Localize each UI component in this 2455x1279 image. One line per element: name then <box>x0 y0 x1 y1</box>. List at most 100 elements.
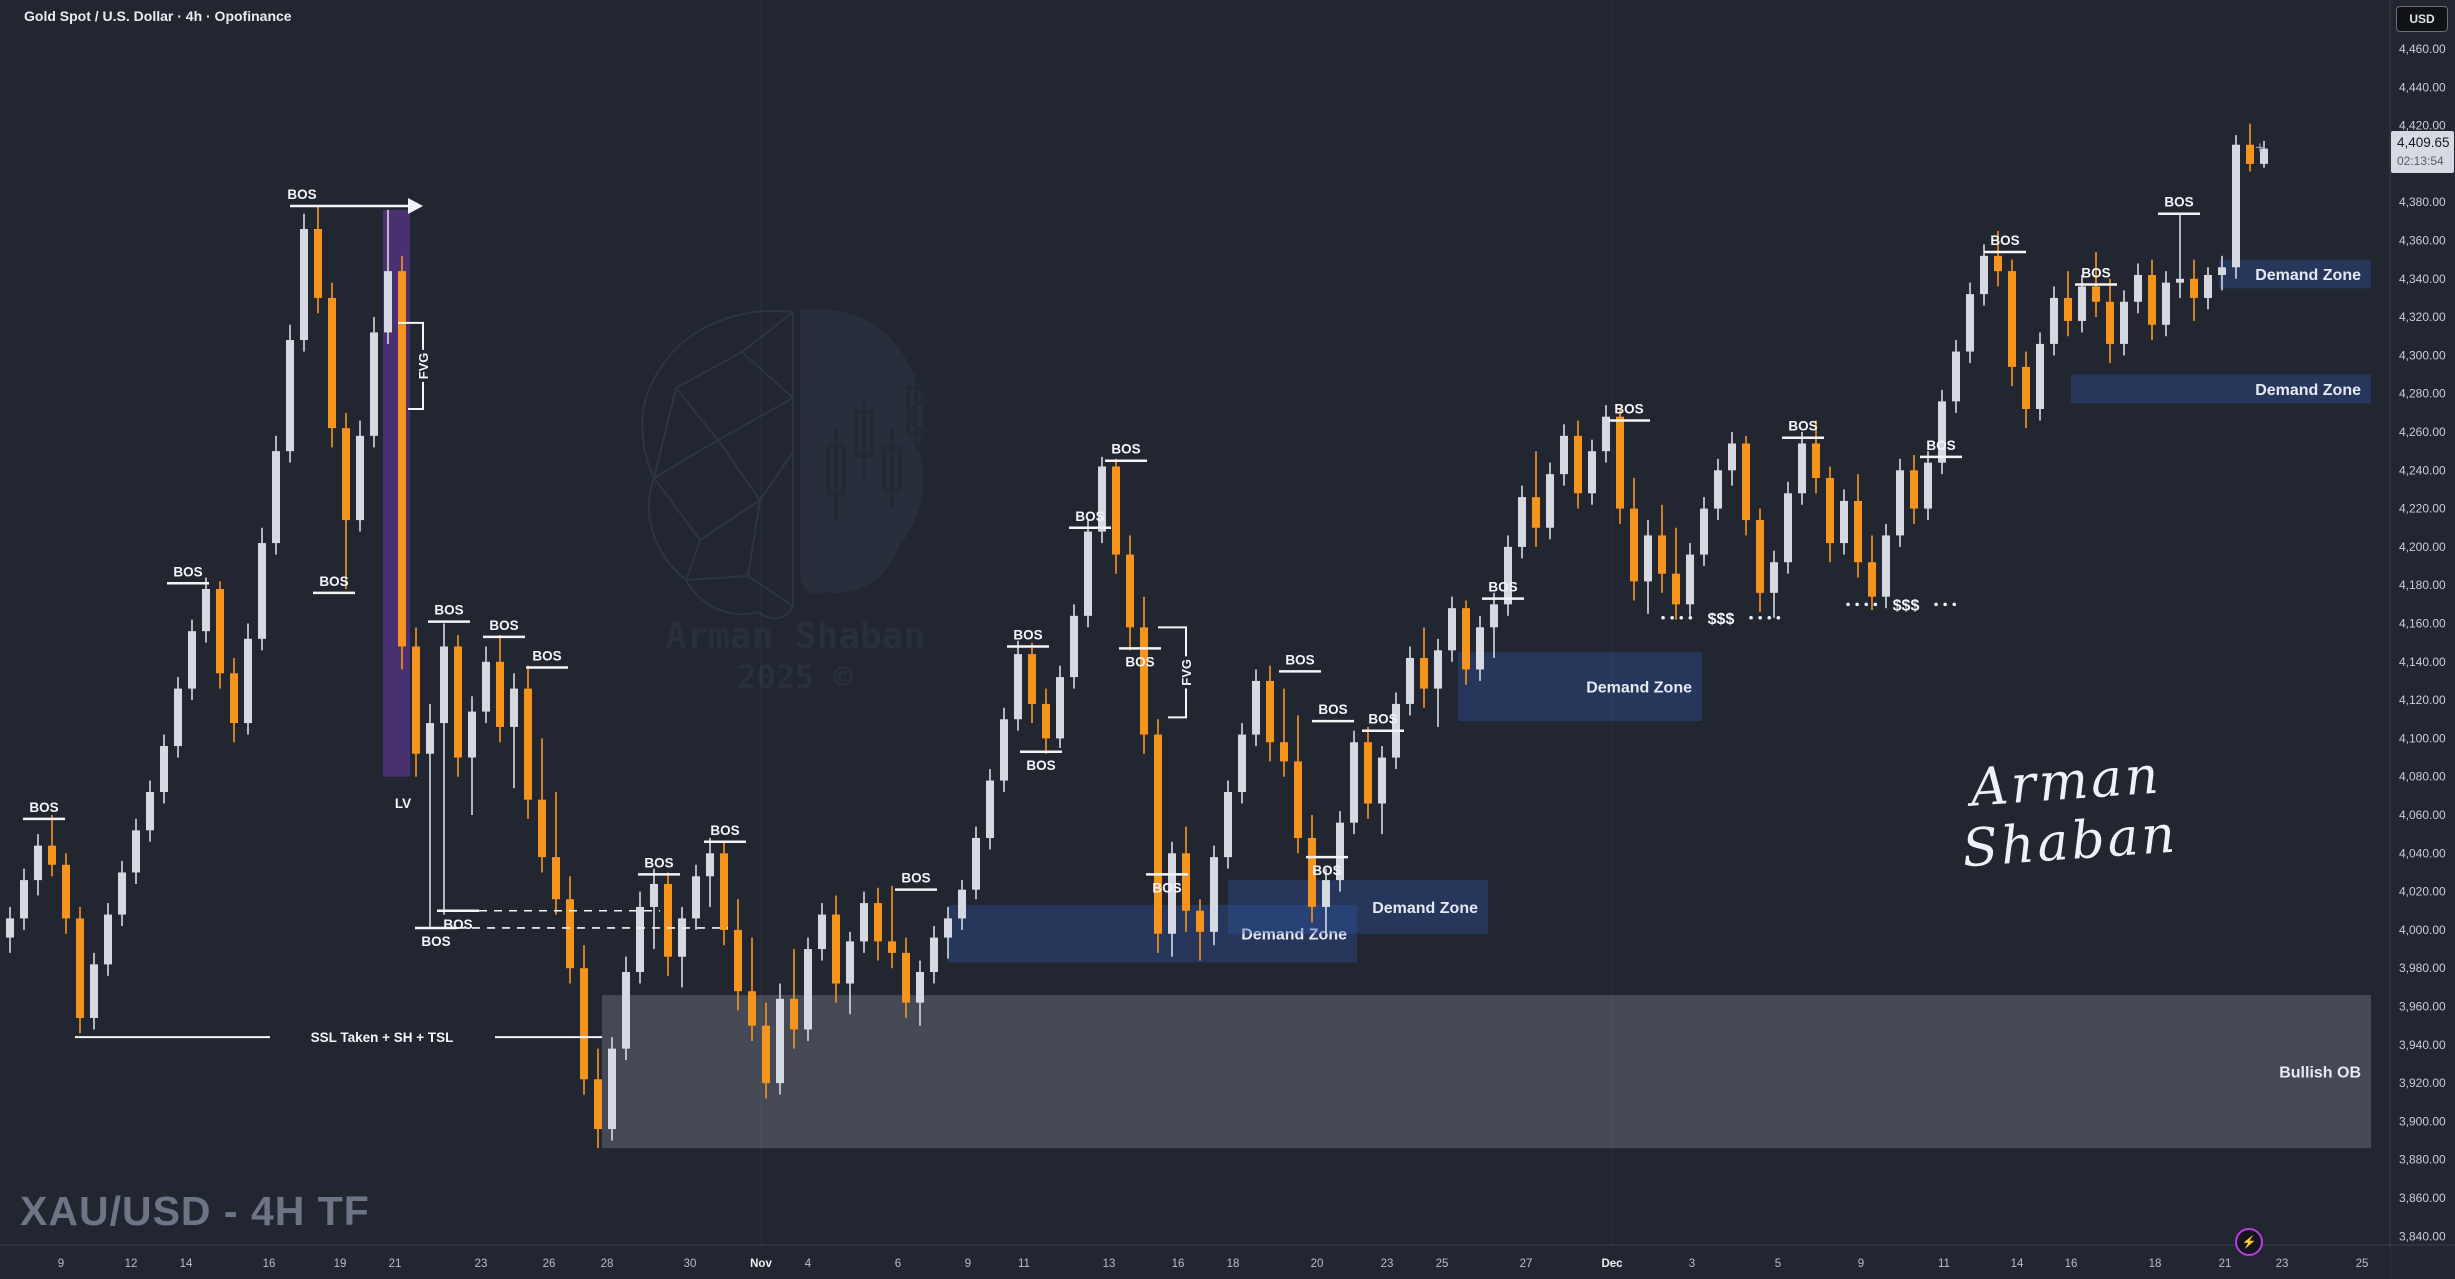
candle-body <box>1980 255 1988 295</box>
price-axis[interactable] <box>2391 0 2455 1279</box>
candle-body <box>454 646 462 758</box>
candle-body <box>1364 742 1372 804</box>
candle-body <box>174 688 182 747</box>
candle-body <box>1336 822 1344 881</box>
bos-label: BOS <box>1152 880 1181 895</box>
candle-body <box>2162 282 2170 325</box>
candle-body <box>804 949 812 1030</box>
time-axis-label: 28 <box>601 1258 614 1270</box>
candle-body <box>2120 301 2128 344</box>
signature-watermark: Arman Shaban <box>1960 745 2180 880</box>
candle-body <box>440 646 448 724</box>
price-axis-label: 4,160.00 <box>2399 617 2446 631</box>
brain-logo-watermark: Arman Shaban 2025 © <box>641 309 946 696</box>
candle-body <box>104 914 112 965</box>
fvg-label: FVG <box>416 353 431 380</box>
candle-body <box>594 1079 602 1130</box>
demand-zone-1 <box>948 905 1357 963</box>
bos-label: BOS <box>489 618 518 633</box>
time-axis-label: 16 <box>263 1258 276 1270</box>
lv-label: LV <box>395 796 411 811</box>
candle-body <box>734 929 742 992</box>
candle-body <box>608 1048 616 1130</box>
candle-body <box>1644 535 1652 582</box>
demand-zone-3-label: Demand Zone <box>1586 680 1692 697</box>
candle-body <box>90 964 98 1018</box>
candle-body <box>1588 451 1596 494</box>
candle-body <box>1756 520 1764 593</box>
price-axis-label: 3,860.00 <box>2399 1191 2446 1205</box>
candle-body <box>216 589 224 674</box>
demand-zone-1-label: Demand Zone <box>1241 927 1347 944</box>
bos-label: BOS <box>434 603 463 618</box>
candle-body <box>384 271 392 333</box>
current-price-value: 4,409.65 <box>2397 135 2450 150</box>
bos-label: BOS <box>532 649 561 664</box>
symbol-title[interactable]: Gold Spot / U.S. Dollar · 4h · Opofinanc… <box>24 8 292 24</box>
candle-body <box>706 853 714 877</box>
time-axis-label: 21 <box>2219 1258 2232 1270</box>
time-axis-label: 18 <box>1227 1258 1240 1270</box>
candle-body <box>258 543 266 639</box>
bos-label: BOS <box>1312 863 1341 878</box>
current-price-badge[interactable]: 4,409.65 02:13:54 <box>2391 131 2454 173</box>
candle-body <box>2260 148 2268 164</box>
candle-body <box>1462 608 1470 670</box>
candle-body <box>6 918 14 938</box>
candle-body <box>2078 286 2086 321</box>
bos-label: BOS <box>644 855 673 870</box>
candle-body <box>1938 401 1946 463</box>
candle-body <box>2106 301 2114 344</box>
lightning-badge-icon[interactable]: ⚡ <box>2235 1228 2263 1256</box>
candle-body <box>1882 535 1890 597</box>
bos-label: BOS <box>421 934 450 949</box>
candle-body <box>1896 470 1904 536</box>
candle-body <box>482 661 490 712</box>
candle-body <box>860 903 868 942</box>
candle-body <box>20 880 28 919</box>
candle-body <box>1490 604 1498 628</box>
price-axis-label: 3,900.00 <box>2399 1114 2446 1128</box>
candle-body <box>1952 351 1960 402</box>
candle-body <box>846 941 854 984</box>
candle-body <box>1532 497 1540 528</box>
time-axis-label: 3 <box>1689 1258 1695 1270</box>
corner-symbol-label: XAU/USD - 4H TF <box>20 1188 370 1234</box>
ssl-label: SSL Taken + SH + TSL <box>311 1030 454 1045</box>
time-axis-label: 4 <box>805 1258 812 1270</box>
candle-body <box>1406 657 1414 704</box>
bos-label: BOS <box>173 564 202 579</box>
currency-usd-button[interactable]: USD <box>2396 6 2448 32</box>
time-axis-label: 27 <box>1520 1258 1533 1270</box>
candle-body <box>370 332 378 436</box>
time-axis-label: 21 <box>389 1258 402 1270</box>
candle-body <box>944 918 952 938</box>
time-axis[interactable] <box>0 1246 2390 1279</box>
price-axis-label: 4,180.00 <box>2399 578 2446 592</box>
candle-body <box>1714 470 1722 509</box>
candle-body <box>1322 880 1330 907</box>
price-axis-label: 3,880.00 <box>2399 1153 2446 1167</box>
time-axis-label: 9 <box>965 1258 971 1270</box>
candle-body <box>468 711 476 758</box>
candle-body <box>580 968 588 1080</box>
candle-body <box>664 883 672 957</box>
candle-body <box>1028 654 1036 704</box>
candle-body <box>552 857 560 900</box>
time-axis-label: 13 <box>1103 1258 1116 1270</box>
bos-label: BOS <box>2164 195 2193 210</box>
candle-body <box>1826 477 1834 544</box>
bos-label: BOS <box>319 574 348 589</box>
fvg-bracket <box>1158 626 1187 719</box>
price-axis-label: 4,460.00 <box>2399 42 2446 56</box>
price-axis-label: 3,840.00 <box>2399 1229 2446 1243</box>
price-axis-label: 4,220.00 <box>2399 502 2446 516</box>
price-axis-label: 3,920.00 <box>2399 1076 2446 1090</box>
candle-body <box>2218 267 2226 275</box>
candle-body <box>524 688 532 800</box>
watermark-year: 2025 © <box>737 658 853 696</box>
price-axis-label: 4,140.00 <box>2399 655 2446 669</box>
candle-body <box>1770 562 1778 593</box>
candle-body <box>342 428 350 521</box>
